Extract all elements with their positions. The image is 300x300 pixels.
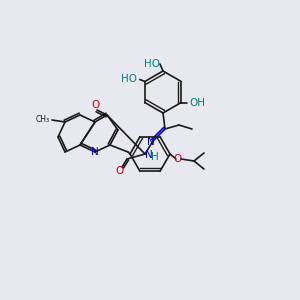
Text: N: N	[91, 147, 99, 157]
Text: O: O	[174, 154, 182, 164]
Text: CH₃: CH₃	[36, 116, 50, 124]
Text: N: N	[145, 150, 153, 160]
Text: O: O	[115, 166, 123, 176]
Text: OH: OH	[189, 98, 205, 107]
Text: HO: HO	[144, 59, 160, 69]
Text: O: O	[91, 100, 99, 110]
Text: HO: HO	[121, 74, 137, 83]
Text: H: H	[151, 152, 159, 162]
Text: N: N	[147, 137, 155, 147]
